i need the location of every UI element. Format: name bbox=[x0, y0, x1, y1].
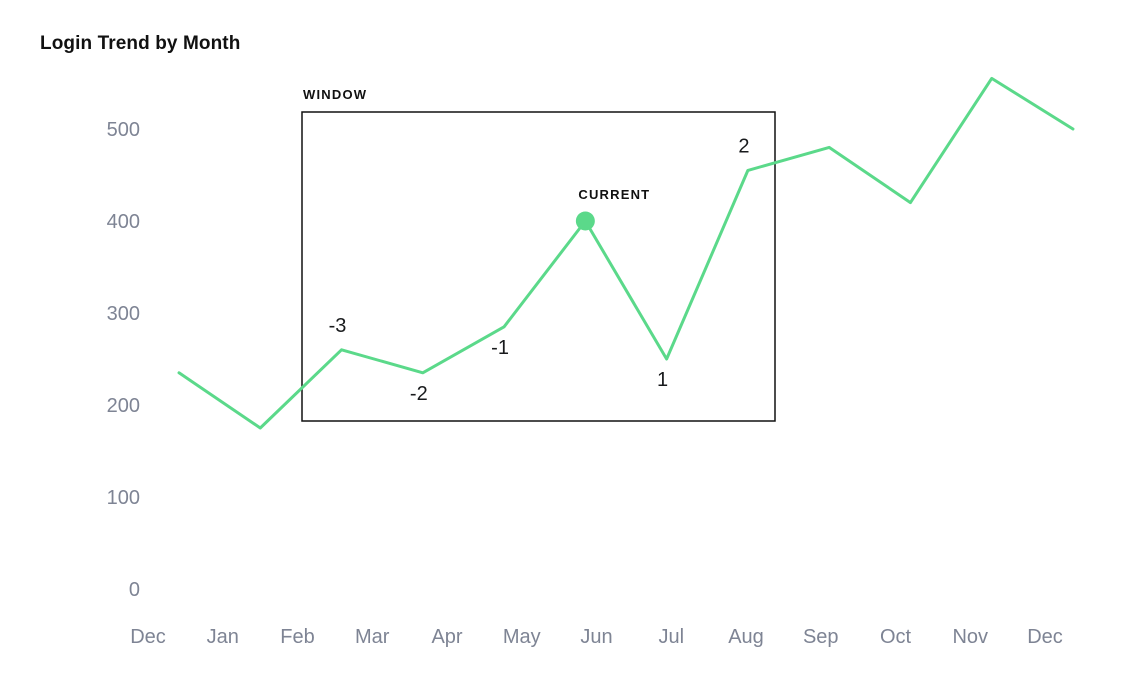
x-tick-label: Feb bbox=[280, 626, 314, 648]
y-tick-label: 0 bbox=[129, 579, 140, 601]
y-tick-label: 400 bbox=[107, 211, 140, 233]
offset-label: 2 bbox=[738, 135, 749, 157]
current-point bbox=[575, 211, 595, 231]
offset-label: -1 bbox=[491, 337, 509, 359]
window-label: WINDOW bbox=[303, 87, 367, 102]
x-tick-label: Oct bbox=[880, 626, 912, 648]
x-tick-label: Jul bbox=[658, 626, 684, 648]
y-tick-label: 500 bbox=[107, 119, 140, 141]
current-label: CURRENT bbox=[578, 187, 650, 202]
y-tick-label: 100 bbox=[107, 487, 140, 509]
y-tick-label: 200 bbox=[107, 395, 140, 417]
x-tick-label: Nov bbox=[952, 626, 988, 648]
trend-line bbox=[177, 76, 1075, 430]
x-tick-label: May bbox=[503, 626, 541, 648]
x-tick-label: Dec bbox=[130, 626, 166, 648]
offset-label: -3 bbox=[329, 315, 347, 337]
x-tick-label: Jan bbox=[207, 626, 239, 648]
window-box bbox=[301, 111, 776, 422]
chart-title: Login Trend by Month bbox=[40, 33, 241, 54]
y-tick-label: 300 bbox=[107, 303, 140, 325]
x-tick-label: Apr bbox=[431, 626, 462, 648]
x-tick-label: Sep bbox=[803, 626, 839, 648]
offset-label: 1 bbox=[657, 369, 668, 391]
x-tick-label: Aug bbox=[728, 626, 764, 648]
x-tick-label: Dec bbox=[1027, 626, 1063, 648]
x-tick-label: Jun bbox=[580, 626, 612, 648]
offset-label: -2 bbox=[410, 383, 428, 405]
x-tick-label: Mar bbox=[355, 626, 390, 648]
